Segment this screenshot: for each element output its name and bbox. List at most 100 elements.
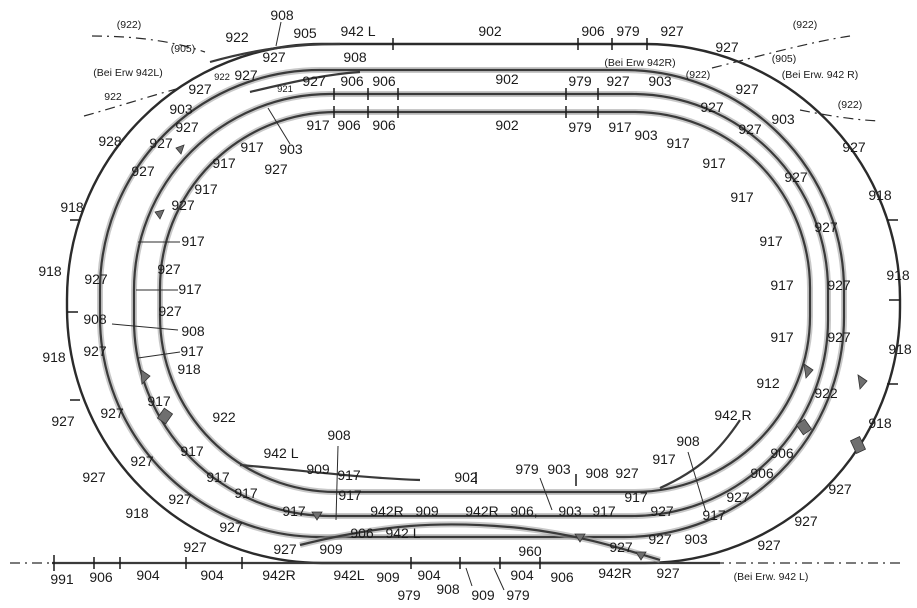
extension-note-label: (Bei Erw 942R): [604, 57, 675, 69]
track-piece-label: 908: [83, 311, 107, 327]
signal-marker: [795, 418, 813, 436]
track-piece-label: 979: [506, 587, 530, 603]
signal-marker: [140, 369, 151, 385]
track-piece-label: 927: [130, 453, 154, 469]
track-piece-label: 906: [581, 23, 605, 39]
track-piece-label: 906: [350, 525, 374, 541]
track-piece-label: 917: [652, 451, 676, 467]
track-piece-label: 927: [188, 81, 212, 97]
rail-joints: [53, 38, 900, 571]
signal-marker: [849, 436, 867, 454]
track-piece-label: 917: [212, 155, 236, 171]
track-piece-label: 927: [51, 413, 75, 429]
track-piece-label: 906,: [510, 503, 537, 519]
track-piece-label: 918: [38, 263, 62, 279]
track-piece-label: 960: [518, 543, 542, 559]
track-piece-label: 942R: [370, 503, 403, 519]
track-piece-label: 917: [240, 139, 264, 155]
track-piece-label: 917: [730, 189, 754, 205]
track-piece-label: 917: [206, 469, 230, 485]
track-piece-label: 927: [735, 81, 759, 97]
track-piece-label: 909: [415, 503, 439, 519]
track-piece-label: 906: [550, 569, 574, 585]
track-piece-label: 918: [177, 361, 201, 377]
track-piece-label: 942R: [262, 567, 295, 583]
track-piece-label: 906: [770, 445, 794, 461]
track-piece-label: 927: [615, 465, 639, 481]
track-piece-label: 979: [568, 119, 592, 135]
track-loop-2: [98, 68, 846, 539]
signal-marker: [803, 363, 814, 379]
track-piece-label: 903: [684, 531, 708, 547]
track-piece-label: 908: [676, 433, 700, 449]
track-piece-label: 942 L: [340, 23, 375, 39]
track-piece-label: 917: [234, 485, 258, 501]
track-piece-label: 917: [702, 155, 726, 171]
track-piece-label: 906: [750, 465, 774, 481]
track-crossover-lower-line: [299, 523, 661, 562]
signals: [140, 144, 868, 561]
track-piece-label: 927: [726, 489, 750, 505]
leader-line: [493, 567, 505, 591]
track-piece-label: 927: [234, 67, 258, 83]
track-piece-label: 903: [558, 503, 582, 519]
track-piece-label: 912: [756, 375, 780, 391]
track-piece-label: 927: [648, 531, 672, 547]
track-piece-label: 927: [149, 135, 173, 151]
track-loop-4: [158, 110, 812, 494]
track-piece-label: 917: [147, 393, 171, 409]
track-piece-label: 918: [868, 415, 892, 431]
track-piece-label: 909: [471, 587, 495, 603]
track-piece-label: 927: [794, 513, 818, 529]
track-piece-label: 903: [279, 141, 303, 157]
track-piece-label: 917: [338, 487, 362, 503]
leader-line: [137, 351, 181, 359]
track-piece-label: 942R: [465, 503, 498, 519]
extension-note-label: (922): [117, 19, 142, 31]
extension-note-label: (922): [838, 99, 863, 111]
track-piece-label: 927: [157, 261, 181, 277]
tracks: [52, 42, 902, 565]
track-piece-label: 917: [608, 119, 632, 135]
track-piece-label: 908: [436, 581, 460, 597]
track-piece-label: 927: [650, 503, 674, 519]
track-piece-label: 917: [770, 329, 794, 345]
track-piece-label: 927: [606, 73, 630, 89]
track-piece-label: 917: [178, 281, 202, 297]
signal-marker: [175, 144, 185, 155]
track-piece-label: 979: [616, 23, 640, 39]
track-piece-label: 921: [277, 84, 293, 95]
track-piece-label: 942L: [333, 567, 364, 583]
track-crossover-top-left: [209, 42, 341, 64]
track-piece-label: 909: [319, 541, 343, 557]
track-piece-label: 927: [131, 163, 155, 179]
track-piece-label: 927: [168, 491, 192, 507]
track-piece-label: 905: [293, 25, 317, 41]
track-piece-label: 917: [702, 507, 726, 523]
track-piece-label: 927: [183, 539, 207, 555]
track-piece-label: 918: [886, 267, 910, 283]
track-piece-label: 979: [568, 73, 592, 89]
track-piece-label: 927: [660, 23, 684, 39]
track-piece-label: 918: [125, 505, 149, 521]
track-piece-label: 991: [50, 571, 74, 587]
track-piece-label: 918: [868, 187, 892, 203]
track-piece-label: 927: [82, 469, 106, 485]
track-piece-label: 928: [98, 133, 122, 149]
track-piece-label: 927: [158, 303, 182, 319]
track-piece-label: 927: [302, 73, 326, 89]
track-piece-label: 903: [648, 73, 672, 89]
leader-line: [539, 477, 553, 511]
extension-note-label: (922): [686, 69, 711, 81]
leader-lines: [111, 21, 707, 591]
track-piece-label: 918: [60, 199, 84, 215]
track-piece-label: 917: [592, 503, 616, 519]
signal-marker: [635, 551, 647, 561]
track-piece-label: 908: [181, 323, 205, 339]
track-piece-label: 917: [306, 117, 330, 133]
track-piece-label: 927: [784, 169, 808, 185]
track-piece-label: 927: [814, 219, 838, 235]
track-piece-label: 906: [89, 569, 113, 585]
track-piece-label: 904: [417, 567, 441, 583]
